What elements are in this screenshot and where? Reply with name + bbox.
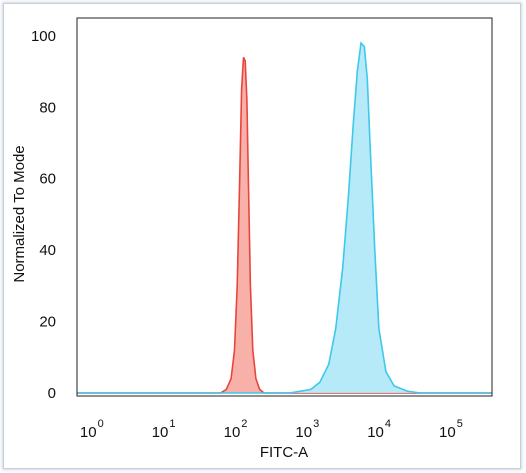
x-tick-exponent: 5 xyxy=(457,418,463,430)
y-tick-label: 20 xyxy=(39,314,56,331)
x-tick-label: 10 1 xyxy=(152,418,176,441)
series-1-line xyxy=(77,56,492,394)
series-1-fill xyxy=(77,57,492,394)
y-tick-label: 40 xyxy=(39,242,56,259)
y-tick-label: 60 xyxy=(39,171,56,188)
x-axis-title: FITC-A xyxy=(260,444,308,461)
x-tick-exponent: 1 xyxy=(169,418,175,430)
y-tick-label: 100 xyxy=(31,28,56,45)
series-2-line xyxy=(77,41,492,394)
x-tick-base: 10 xyxy=(295,424,312,441)
series-layer xyxy=(77,41,492,394)
series-2-fill xyxy=(77,43,492,393)
x-tick-base: 10 xyxy=(152,424,169,441)
x-tick-exponent: 2 xyxy=(241,418,247,430)
y-tick-label: 0 xyxy=(48,385,56,402)
x-tick-label: 10 3 xyxy=(295,418,319,441)
x-tick-exponent: 0 xyxy=(98,418,104,430)
x-axis-ticks: 10 0 10 1 10 2 10 3 10 4 10 5 xyxy=(80,418,463,441)
x-tick-base: 10 xyxy=(439,424,456,441)
x-tick-base: 10 xyxy=(80,424,97,441)
x-tick-label: 10 0 xyxy=(80,418,104,441)
plot-area-border xyxy=(76,17,493,397)
x-tick-base: 10 xyxy=(224,424,241,441)
x-tick-exponent: 3 xyxy=(313,418,319,430)
x-tick-label: 10 4 xyxy=(367,418,391,441)
y-tick-label: 80 xyxy=(39,99,56,116)
x-tick-exponent: 4 xyxy=(385,418,391,430)
x-tick-base: 10 xyxy=(367,424,384,441)
x-tick-label: 10 2 xyxy=(224,418,248,441)
y-axis-ticks: 0 20 40 60 80 100 xyxy=(31,28,56,402)
y-axis-title: Normalized To Mode xyxy=(11,145,28,282)
x-tick-label: 10 5 xyxy=(439,418,463,441)
